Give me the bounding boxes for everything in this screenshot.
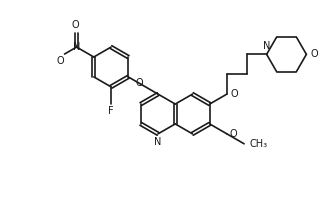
Text: N: N [154, 137, 162, 147]
Text: N: N [263, 41, 270, 51]
Text: O: O [135, 78, 143, 88]
Text: O: O [72, 20, 79, 30]
Text: CH₃: CH₃ [249, 139, 267, 149]
Text: O: O [310, 49, 318, 59]
Text: F: F [108, 106, 114, 116]
Text: O: O [230, 89, 238, 99]
Text: O: O [230, 129, 237, 139]
Text: O: O [57, 56, 64, 66]
Text: N: N [73, 42, 80, 52]
